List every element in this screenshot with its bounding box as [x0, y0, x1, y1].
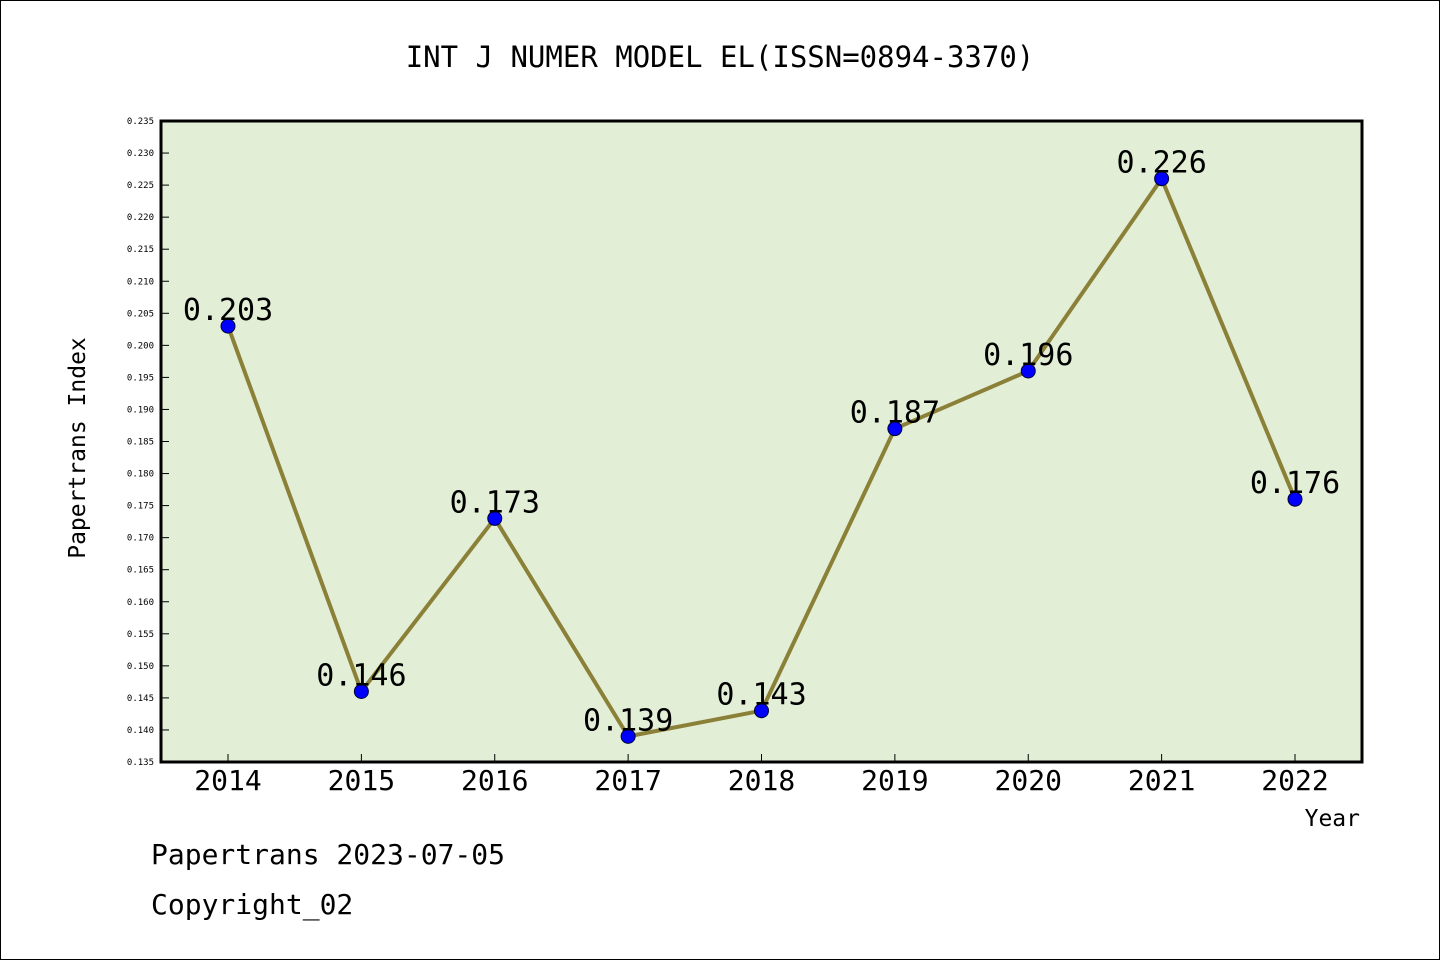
y-tick-label: 0.220: [127, 213, 154, 223]
y-tick-label: 0.230: [127, 149, 154, 159]
y-tick-label: 0.175: [127, 502, 154, 512]
data-point: [220, 318, 236, 334]
x-axis-title: Year: [1305, 806, 1360, 832]
data-point: [1154, 171, 1170, 187]
x-axis: 2014 2015 2016 2017 2018 2019 2020 2021 2022: [194, 754, 1329, 797]
data-label: 0.139: [583, 703, 673, 738]
x-tick-label: 2017: [594, 764, 661, 797]
y-tick-label: 0.160: [127, 598, 154, 608]
data-point: [487, 510, 503, 526]
y-tick-label: 0.235: [127, 117, 154, 127]
y-axis: 0.135 0.140 0.145 0.150 0.155 0.160 0.165 0.170…: [127, 117, 169, 768]
y-tick-label: 0.190: [127, 405, 154, 415]
data-label: 0.226: [1116, 146, 1206, 181]
y-tick-label: 0.215: [127, 245, 154, 255]
y-tick-label: 0.195: [127, 373, 154, 383]
y-tick-label: 0.210: [127, 277, 154, 287]
x-tick-label: 2014: [194, 764, 261, 797]
y-tick-label: 0.150: [127, 662, 154, 672]
x-tick-label: 2016: [461, 764, 528, 797]
data-label: 0.196: [983, 338, 1073, 373]
footer-copyright: Copyright_02: [151, 888, 353, 922]
y-tick-label: 0.155: [127, 630, 154, 640]
chart-title: INT J NUMER MODEL EL(ISSN=0894-3370): [406, 40, 1035, 74]
data-label: 0.187: [850, 396, 940, 431]
data-point: [754, 703, 769, 719]
y-tick-label: 0.200: [127, 341, 154, 351]
y-tick-label: 0.225: [127, 181, 154, 191]
y-tick-label: 0.205: [127, 309, 154, 319]
x-tick-label: 2021: [1128, 764, 1195, 797]
x-tick-label: 2019: [861, 764, 928, 797]
data-point: [1287, 491, 1303, 507]
y-tick-label: 0.170: [127, 534, 154, 544]
x-tick-label: 2022: [1261, 764, 1328, 797]
data-label: 0.143: [716, 678, 806, 713]
x-tick-label: 2015: [328, 764, 395, 797]
data-point: [620, 728, 636, 744]
y-tick-label: 0.165: [127, 566, 154, 576]
footer-date: Papertrans 2023-07-05: [151, 838, 505, 871]
y-tick-label: 0.140: [127, 726, 154, 736]
data-label: 0.146: [316, 658, 406, 693]
plot-area: [159, 119, 1364, 764]
y-axis-title: Papertrans Index: [65, 337, 91, 559]
x-tick-label: 2020: [995, 764, 1062, 797]
x-tick-label: 2018: [728, 764, 795, 797]
data-label: 0.203: [183, 293, 273, 328]
data-label: 0.173: [450, 485, 540, 520]
y-tick-label: 0.185: [127, 438, 154, 448]
y-tick-label: 0.180: [127, 470, 154, 480]
data-point: [353, 683, 369, 699]
data-point: [887, 421, 903, 437]
data-point: [1020, 363, 1036, 379]
data-label: 0.176: [1250, 466, 1340, 501]
y-tick-label: 0.145: [127, 694, 154, 704]
y-tick-label: 0.135: [127, 758, 154, 768]
series-layer: 0.203 0.146 0.173 0.139 0.143 0.187 0.196 0.226…: [183, 146, 1340, 744]
